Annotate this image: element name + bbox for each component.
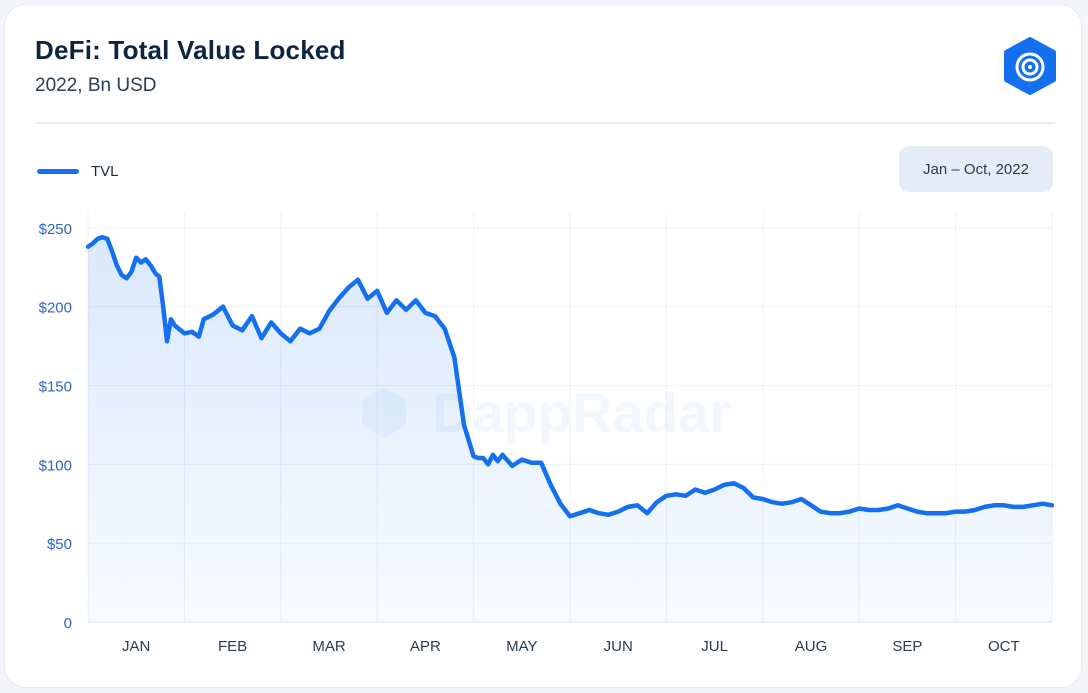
x-tick-label: MAR	[312, 638, 346, 655]
x-tick-label: AUG	[795, 638, 828, 655]
y-tick-label: $250	[39, 221, 72, 238]
y-tick-label: $50	[47, 536, 72, 553]
x-tick-label: APR	[410, 638, 441, 655]
series-area-tvl	[88, 237, 1052, 622]
chart-subtitle: 2022, Bn USD	[35, 75, 157, 96]
x-tick-label: MAY	[506, 638, 537, 655]
x-tick-label: JUL	[701, 638, 728, 655]
x-tick-label: OCT	[988, 638, 1020, 655]
x-tick-label: JUN	[604, 638, 633, 655]
axes: 0 $50 $100 $150 $200 $250 JAN FEB MAR APR MAY JUN JU…	[39, 221, 1052, 655]
legend-label-tvl: TVL	[91, 162, 119, 180]
legend[interactable]: TVL	[37, 159, 119, 183]
x-tick-label: FEB	[218, 638, 247, 655]
watermark-text: DappRadar	[432, 381, 731, 444]
y-tick-label: $100	[39, 457, 72, 474]
legend-swatch-tvl	[37, 168, 79, 174]
date-range-label: Jan – Oct, 2022	[923, 160, 1029, 178]
x-tick-label: JAN	[122, 638, 150, 655]
x-tick-label: SEP	[892, 638, 922, 655]
header-divider	[35, 122, 1055, 124]
y-tick-label: $200	[39, 300, 72, 317]
chart-title: DeFi: Total Value Locked	[35, 35, 346, 65]
y-tick-label: $150	[39, 378, 72, 395]
dappradar-logo-icon[interactable]	[1002, 37, 1058, 95]
series-layer	[85, 234, 1055, 622]
y-tick-label: 0	[64, 615, 72, 632]
series-line-tvl[interactable]	[85, 234, 1055, 519]
date-range-button[interactable]: Jan – Oct, 2022	[899, 146, 1053, 192]
